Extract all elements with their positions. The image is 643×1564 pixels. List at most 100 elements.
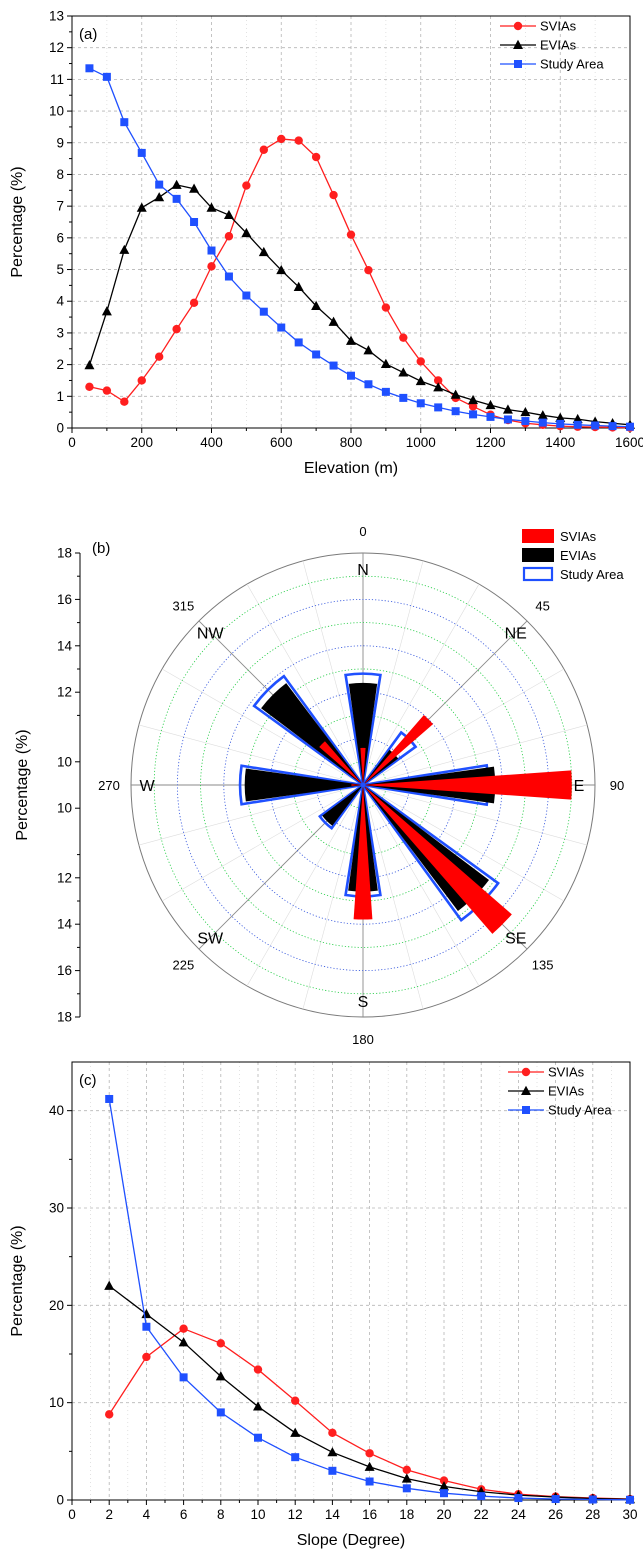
y-tick-label: 1: [56, 389, 64, 404]
data-point: [242, 181, 251, 190]
data-point: [363, 345, 374, 355]
data-point: [294, 338, 303, 347]
data-point: [294, 136, 303, 145]
angle-labels: 0 45 90 135 180 225 270 315: [98, 524, 624, 1047]
data-point: [215, 1371, 226, 1381]
bar-svias: [319, 741, 363, 785]
data-point: [608, 422, 617, 431]
data-point: [171, 179, 182, 189]
direction-label: W: [139, 778, 155, 795]
panel-c: 0 2 4 6 8 10 12 14 16 18 20 22 24 26 28 30010203040Slop…: [9, 1061, 638, 1549]
legend-label: SVIAs: [560, 529, 597, 544]
data-point: [190, 218, 199, 226]
bar-svias: [363, 785, 512, 934]
series-svias: [319, 714, 572, 934]
data-point: [172, 324, 181, 334]
x-axis-label: Slope (Degree): [297, 1532, 406, 1549]
polar-spoke: [246, 583, 364, 786]
x-tick-label: 600: [270, 435, 293, 450]
data-point: [216, 1339, 225, 1348]
legend-label: EVIAs: [540, 38, 577, 53]
data-point: [142, 1322, 151, 1331]
series-study-area: [105, 1094, 634, 1504]
data-point: [514, 1494, 523, 1503]
legend-label: EVIAs: [548, 1084, 585, 1099]
legend: SVIAs EVIAs Study Area: [508, 1065, 612, 1118]
data-point: [327, 1447, 338, 1457]
data-point: [572, 413, 583, 424]
data-point: [439, 1481, 449, 1491]
panel-label: (c): [79, 1072, 97, 1089]
radial-tick-label: 16: [57, 592, 72, 607]
x-tick-label: 6: [180, 1507, 188, 1522]
data-point: [434, 403, 443, 412]
bar-study-area: [318, 783, 365, 830]
x-tick-label: 200: [130, 435, 153, 450]
data-point: [347, 371, 355, 380]
x-tick-label: 800: [340, 435, 363, 450]
bar-svias: [351, 784, 363, 786]
x-tick-label: 26: [548, 1507, 563, 1522]
polar-center: [360, 782, 366, 788]
direction-label: N: [357, 562, 369, 579]
data-point: [137, 148, 146, 157]
data-point: [551, 1495, 560, 1504]
data-point: [206, 202, 217, 212]
data-point: [312, 350, 321, 359]
polar-ring-minor: [153, 575, 573, 995]
data-point: [291, 1396, 300, 1405]
data-point: [178, 1337, 189, 1347]
data-point: [521, 417, 530, 426]
y-tick-label: 12: [49, 40, 64, 55]
radial-tick-label: 12: [57, 870, 72, 885]
radial-tick-label: 10: [57, 754, 72, 769]
data-point: [468, 394, 479, 405]
direction-label: E: [574, 778, 585, 795]
data-point: [241, 227, 252, 238]
bar-svias: [363, 714, 434, 785]
data-point: [84, 360, 95, 370]
angle-label: 90: [610, 778, 624, 793]
y-tick-label: 40: [49, 1103, 64, 1118]
y-axis-label: Percentage (%): [9, 1225, 26, 1336]
data-point: [440, 1489, 448, 1498]
legend-label: Study Area: [548, 1103, 612, 1118]
series-evias: [84, 179, 635, 429]
x-tick-label: 1600: [615, 435, 643, 450]
angle-label: 270: [98, 778, 120, 793]
x-tick-label: 10: [250, 1507, 265, 1522]
x-tick-label: 28: [585, 1507, 600, 1522]
polar-spoke: [161, 668, 364, 786]
data-point: [328, 1428, 337, 1438]
angle-label: 225: [173, 958, 195, 973]
y-tick-label: 4: [56, 294, 64, 309]
data-point: [486, 412, 495, 421]
x-tick-label: 22: [474, 1507, 489, 1522]
data-point: [154, 352, 164, 361]
bar-study-area: [344, 672, 382, 786]
data-point: [120, 397, 129, 406]
direction-label: NW: [197, 625, 225, 642]
data-point: [291, 1453, 300, 1462]
data-point: [258, 246, 269, 257]
data-point: [223, 209, 234, 220]
data-point: [277, 323, 286, 332]
panel-label: (b): [92, 540, 110, 557]
radial-tick-label: 10: [57, 801, 72, 816]
legend-swatch: [522, 548, 554, 562]
data-point: [538, 418, 547, 427]
y-tick-label: 5: [56, 262, 64, 277]
data-point: [142, 1352, 151, 1362]
data-point: [259, 307, 268, 316]
y-tick-label: 13: [49, 9, 64, 24]
direction-label: NE: [505, 625, 527, 642]
data-point: [276, 264, 287, 275]
y-tick-label: 20: [49, 1298, 64, 1313]
data-point: [290, 1427, 301, 1437]
data-point: [364, 1461, 375, 1471]
data-point: [136, 202, 147, 212]
y-tick-label: 11: [50, 72, 64, 87]
legend-marker: [521, 1067, 531, 1077]
polar-spoke: [362, 784, 424, 1010]
data-point: [101, 306, 112, 316]
